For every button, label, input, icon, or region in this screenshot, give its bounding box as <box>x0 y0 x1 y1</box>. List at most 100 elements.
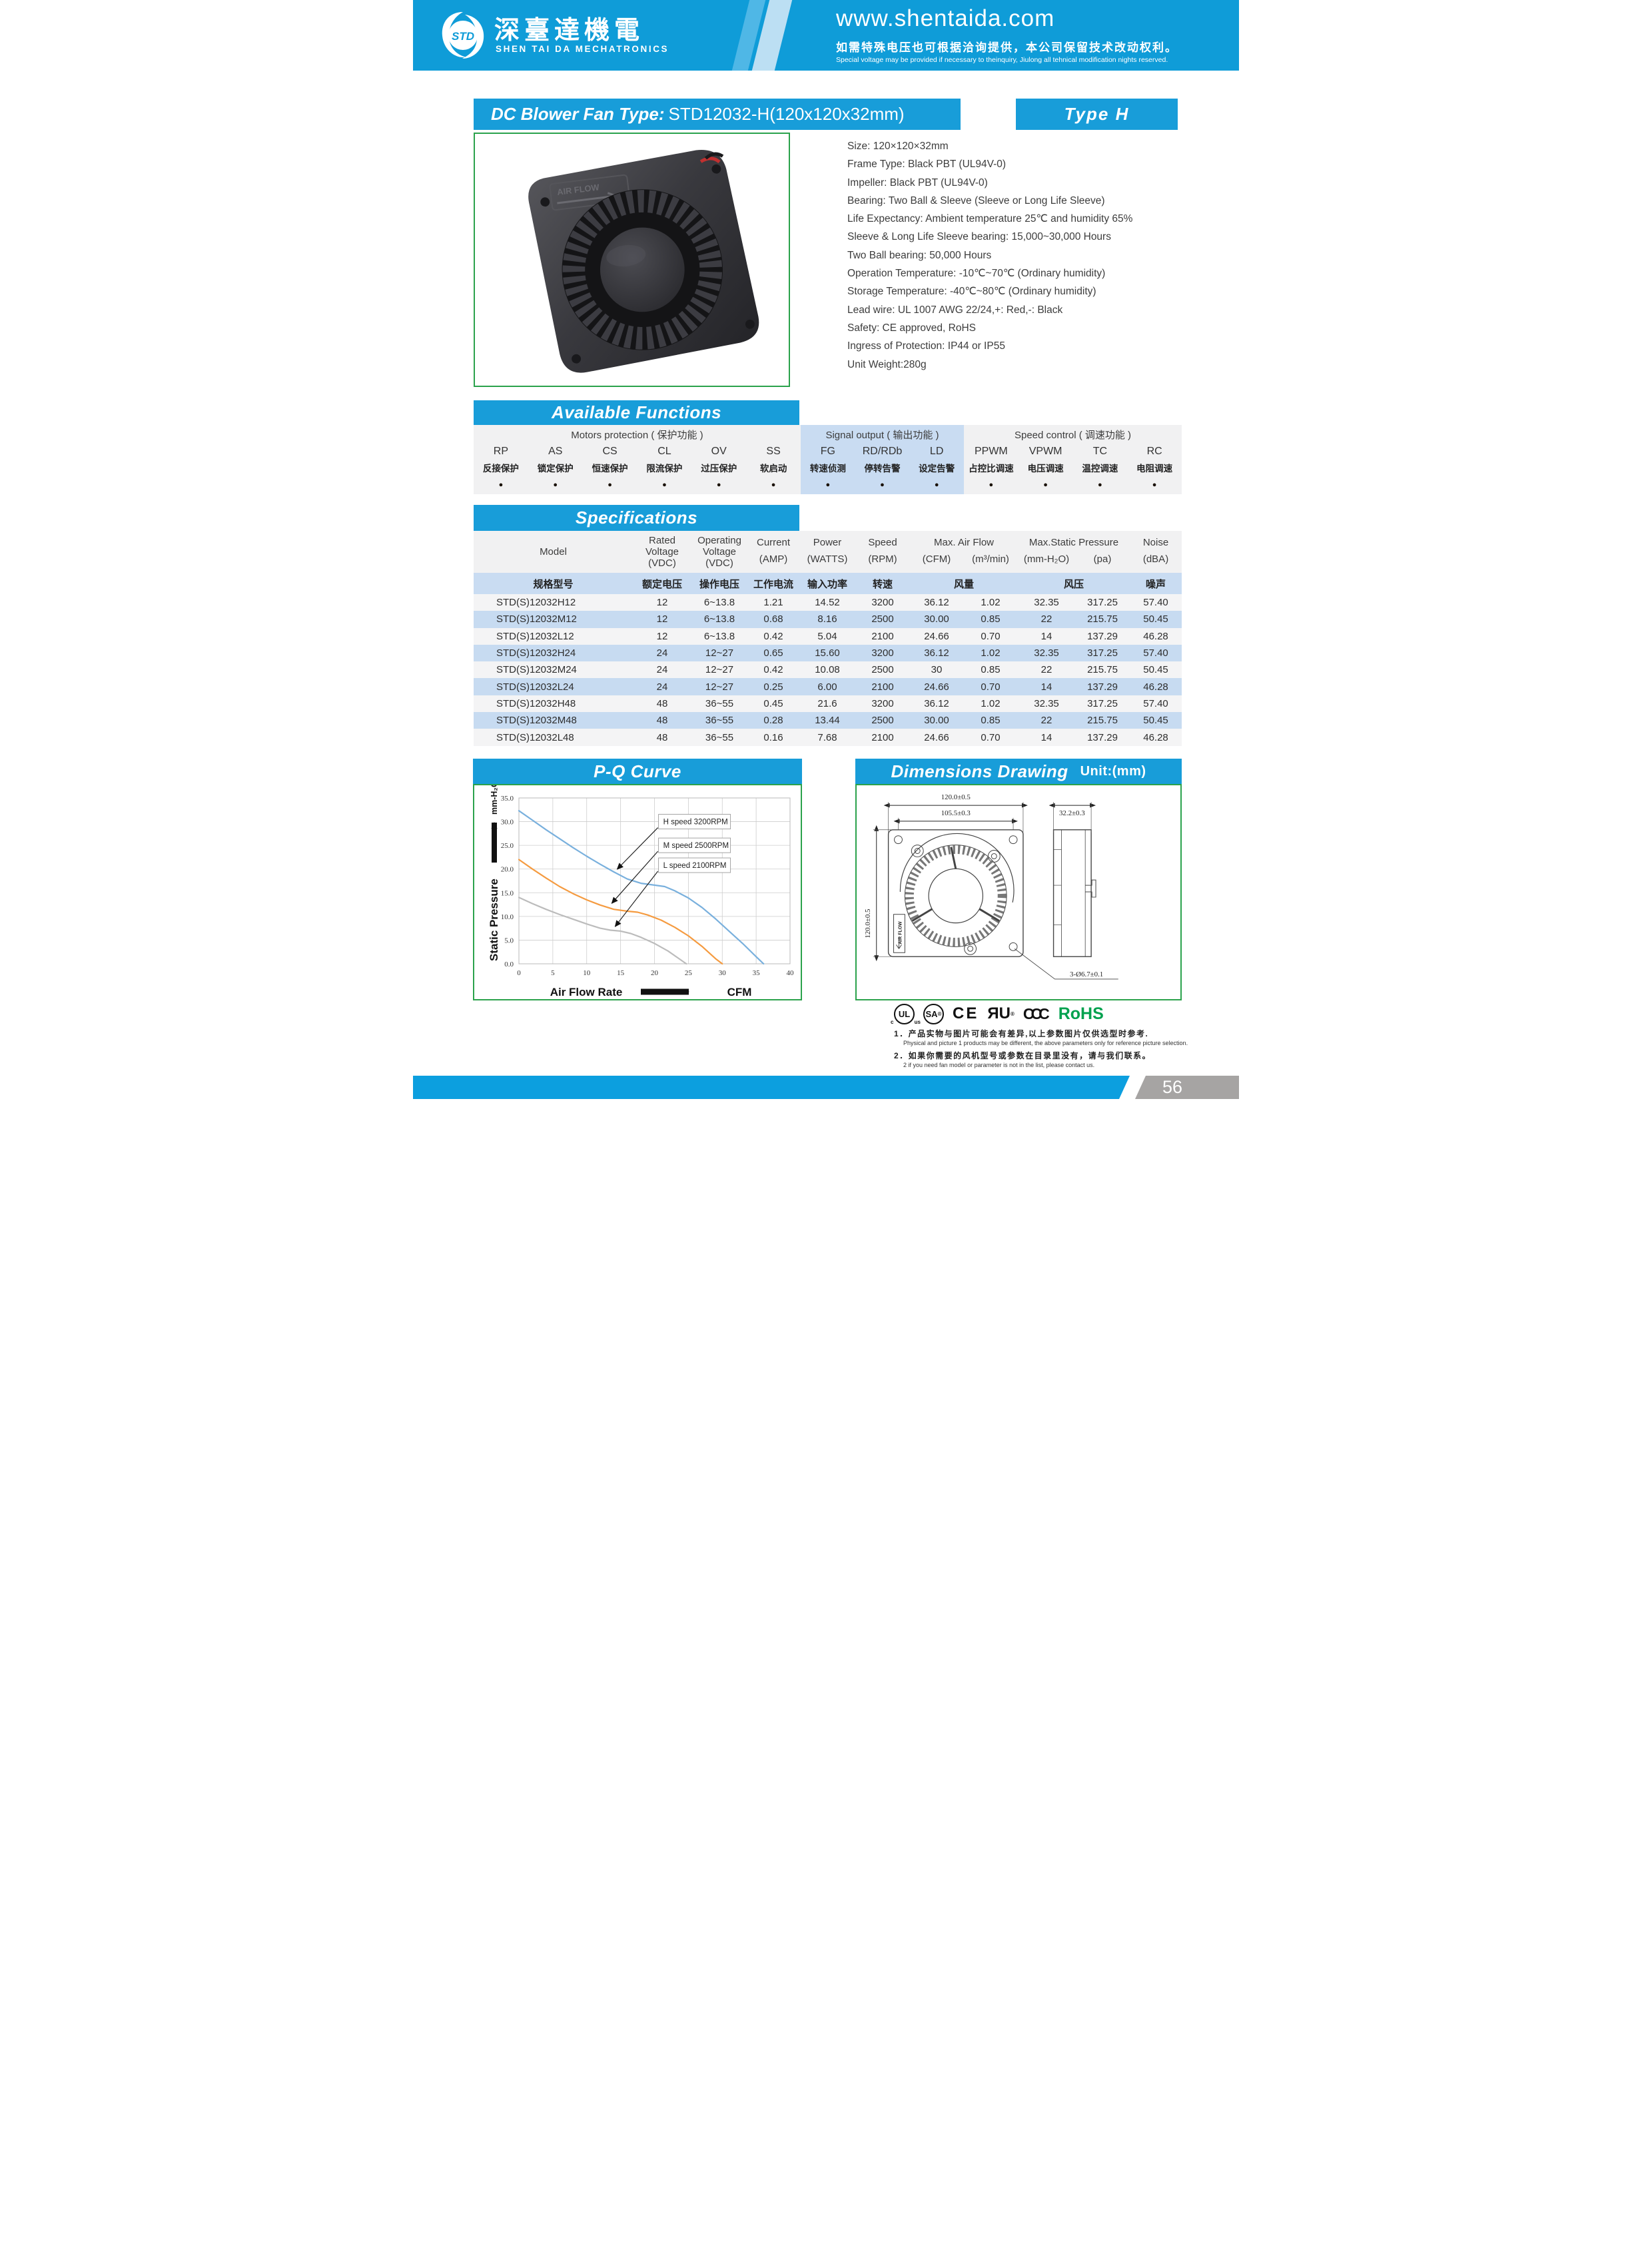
function-dot: ● <box>989 481 994 489</box>
svg-text:40: 40 <box>787 969 795 977</box>
spec-row: STD(S)12032M48 48 36~55 0.28 13.44 2500 30.00 0… <box>474 712 1182 729</box>
feature-line: Impeller: Black PBT (UL94V-0) <box>847 177 988 188</box>
spec-cell: 24.66 <box>910 678 963 695</box>
svg-text:L speed 2100RPM: L speed 2100RPM <box>663 862 727 870</box>
svg-text:35.0: 35.0 <box>501 795 514 803</box>
spec-cell: 12 <box>633 627 691 645</box>
spec-cell: 24 <box>633 678 691 695</box>
spec-cell: 22 <box>1018 712 1076 729</box>
spec-cell: 3200 <box>855 695 910 713</box>
specifications-table: Model Rated Voltage (VDC) Operating Voltag… <box>474 531 1182 746</box>
feature-line: Two Ball bearing: 50,000 Hours <box>847 249 992 261</box>
function-dot: ● <box>934 481 939 489</box>
function-group-title: Motors protection ( 保护功能 ) <box>571 429 703 441</box>
feature-line: Size: 120×120×32mm <box>847 141 949 152</box>
svg-text:H speed 3200RPM: H speed 3200RPM <box>663 819 728 827</box>
spec-cell: 30.00 <box>910 712 963 729</box>
function-dot: ● <box>771 481 776 489</box>
feature-line: Storage Temperature: -40℃~80℃ (Ordinary … <box>847 286 1096 298</box>
spec-cell: 317.25 <box>1075 594 1130 611</box>
function-code: RP <box>493 446 509 457</box>
spec-cell: STD(S)12032H48 <box>474 695 633 713</box>
spec-cell: 1.02 <box>963 695 1019 713</box>
spec-cell: (mm-H₂O) <box>1018 554 1076 573</box>
spec-cell: 50.45 <box>1130 611 1182 628</box>
spec-cell: 0.68 <box>747 611 799 628</box>
spec-cell: 12~27 <box>691 644 747 662</box>
spec-cell: 0.42 <box>747 627 799 645</box>
spec-cell: 5.04 <box>799 627 855 645</box>
spec-cell: Current <box>747 531 799 554</box>
page-number: 56 <box>1135 1076 1239 1099</box>
function-dot: ● <box>1152 481 1157 489</box>
svg-text:30: 30 <box>719 969 727 977</box>
spec-cell: 14 <box>1018 729 1076 746</box>
spec-cell: STD(S)12032M24 <box>474 661 633 679</box>
spec-cell: 0.42 <box>747 661 799 679</box>
spec-cell: 14.52 <box>799 594 855 611</box>
section-specifications: Specifications <box>474 505 799 531</box>
spec-cell: (pa) <box>1075 554 1130 573</box>
section-pq-curve: P-Q Curve <box>473 759 802 784</box>
spec-cell: STD(S)12032H24 <box>474 644 633 662</box>
spec-row: STD(S)12032H24 24 12~27 0.65 15.60 3200 36.12 1… <box>474 644 1182 662</box>
function-dot: ● <box>880 481 885 489</box>
function-name-zh: 电阻调速 <box>1136 464 1173 474</box>
spec-cell: 0.85 <box>963 712 1019 729</box>
dim-mount-width: 105.5±0.3 <box>941 809 971 817</box>
spec-cell: STD(S)12032M12 <box>474 611 633 628</box>
csa-logo: SA ® <box>923 1003 944 1024</box>
spec-row: STD(S)12032M24 24 12~27 0.42 10.08 2500 30 0.85… <box>474 661 1182 679</box>
footnote-2-en: 2 if you need fan model or parameter is … <box>903 1062 1095 1068</box>
dim-outer-height: 120.0±0.5 <box>864 909 872 938</box>
ccc-logo: CCC <box>1023 1004 1050 1022</box>
spec-cell: 30 <box>910 661 963 679</box>
pq-curve-chart: 0 5 10 15 20 25 30 35 40 0.0 5.0 10.0 15.0 20.0 25.0 30… <box>473 784 802 1000</box>
spec-cell: 36~55 <box>691 712 747 729</box>
dim-outer-width: 120.0±0.5 <box>941 793 971 801</box>
type-badge: Type H <box>1016 99 1178 130</box>
function-name-zh: 限流保护 <box>646 464 683 474</box>
rohs-mark: RoHS <box>1058 1004 1104 1023</box>
spec-cell: 0.45 <box>747 695 799 713</box>
svg-text:30.0: 30.0 <box>501 819 514 827</box>
spec-cell: 12 <box>633 611 691 628</box>
feature-line: Life Expectancy: Ambient temperature 25℃… <box>847 213 1133 225</box>
ce-mark: CE <box>953 1004 979 1022</box>
spec-cell: 14 <box>1018 627 1076 645</box>
page-header: STD 深臺達機電 SHEN TAI DA MECHATRONICS www.s… <box>413 0 1239 71</box>
website-url: www.shentaida.com <box>836 5 1055 31</box>
tagline-zh: 如需特殊电压也可根据洽询提供，本公司保留技术改动权利。 <box>836 41 1178 54</box>
spec-cell: STD(S)12032L48 <box>474 729 633 746</box>
spec-row: STD(S)12032H48 48 36~55 0.45 21.6 3200 36.12 1.… <box>474 695 1182 713</box>
function-code: CL <box>657 446 671 457</box>
dimensions-unit: Unit:(mm) <box>1080 763 1146 779</box>
function-name-zh: 占控比调速 <box>969 464 1014 474</box>
spec-cell: 57.40 <box>1130 695 1182 713</box>
feature-line: Frame Type: Black PBT (UL94V-0) <box>847 159 1007 171</box>
spec-cell: STD(S)12032L24 <box>474 678 633 695</box>
spec-cell: 0.28 <box>747 712 799 729</box>
spec-cell: Power <box>799 531 855 554</box>
dimensions-drawing: 120.0±0.5 105.5±0.3 120.0±0.5 <box>855 784 1182 1000</box>
spec-cell: 0.85 <box>963 661 1019 679</box>
function-name-zh: 电压调速 <box>1027 464 1064 474</box>
function-code: PPWM <box>974 446 1008 457</box>
function-code: FG <box>820 446 835 457</box>
spec-cell: 0.85 <box>963 611 1019 628</box>
product-category: DC Blower Fan Type: <box>491 104 665 124</box>
footnote-1-zh: 1．产品实物与图片可能会有差异,以上参数图片仅供选型时参考. <box>894 1029 1149 1038</box>
section-dimensions: Dimensions Drawing Unit:(mm) <box>855 759 1182 784</box>
spec-cell: 转速 <box>855 573 910 594</box>
spec-cell: 3200 <box>855 594 910 611</box>
function-dot: ● <box>825 481 831 489</box>
spec-cell: 48 <box>633 712 691 729</box>
spec-row: STD(S)12032L12 12 6~13.8 0.42 5.04 2100 24.66 0… <box>474 627 1182 645</box>
spec-cell: 2100 <box>855 678 910 695</box>
function-name-zh: 停转告警 <box>864 464 901 474</box>
spec-cell: 6~13.8 <box>691 611 747 628</box>
svg-text:35: 35 <box>753 969 761 977</box>
footnotes: 1．产品实物与图片可能会有差异,以上参数图片仅供选型时参考. Physical … <box>894 1028 1214 1072</box>
spec-cell: 215.75 <box>1075 611 1130 628</box>
svg-text:5: 5 <box>551 969 555 977</box>
